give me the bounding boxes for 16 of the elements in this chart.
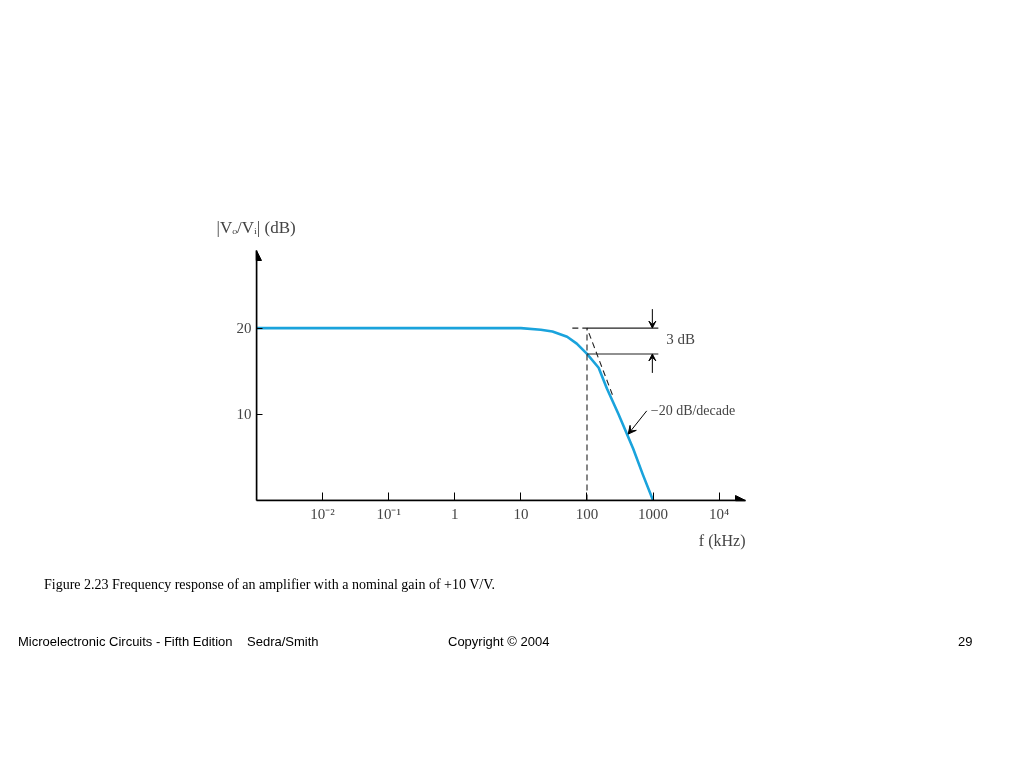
x-tick-label: 10⁻² [310, 505, 336, 522]
caption: Figure 2.23 Frequency response of an amplifier with a nominal gain of +10 V/V. [44, 576, 496, 594]
x-tick-label: 10 [513, 505, 529, 522]
text: Microelectronic Circuits - Fifth Edition Sedra/Smith [18, 633, 319, 651]
text: Copyright © 2004 [448, 633, 550, 651]
y-tick-label: 20 [236, 320, 252, 337]
annotation: −20 dB/decade [650, 402, 736, 418]
y-axis-title: |Vₒ/Vᵢ| (dB) [216, 217, 296, 237]
x-tick-label: 1 [451, 505, 459, 522]
x-tick-label: 1000 [638, 505, 669, 522]
x-tick-label: 10⁴ [709, 505, 730, 522]
x-tick-label: 100 [575, 505, 599, 522]
text: 29 [958, 633, 973, 651]
x-tick-label: 10⁻¹ [376, 505, 401, 522]
x-axis-title: f (kHz) [698, 531, 746, 550]
annotation: 3 dB [666, 331, 696, 348]
